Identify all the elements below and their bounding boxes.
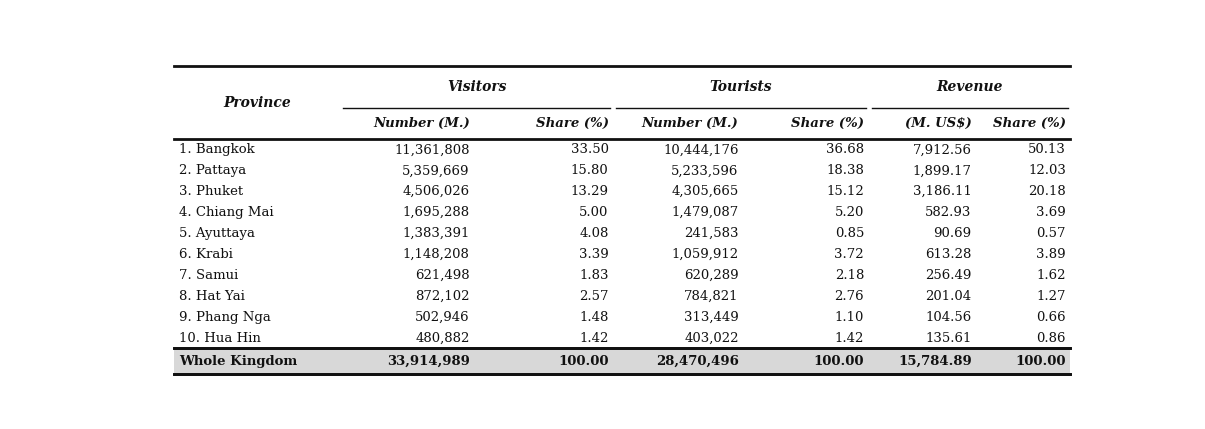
Text: Share (%): Share (%): [993, 117, 1065, 130]
Text: 5,233,596: 5,233,596: [671, 164, 739, 177]
Text: 0.85: 0.85: [835, 227, 864, 240]
Text: 1,695,288: 1,695,288: [402, 206, 470, 219]
Text: 18.38: 18.38: [827, 164, 864, 177]
Text: Number (M.): Number (M.): [642, 117, 739, 130]
Text: 33,914,989: 33,914,989: [387, 354, 470, 368]
Text: 872,102: 872,102: [416, 290, 470, 303]
Text: 621,498: 621,498: [415, 269, 470, 282]
Text: 1,479,087: 1,479,087: [671, 206, 739, 219]
Text: 4. Chiang Mai: 4. Chiang Mai: [178, 206, 274, 219]
Text: 480,882: 480,882: [416, 332, 470, 344]
Text: 6. Krabi: 6. Krabi: [178, 248, 233, 261]
Text: (M. US$): (M. US$): [905, 117, 971, 130]
Text: 0.57: 0.57: [1036, 227, 1065, 240]
Text: 256.49: 256.49: [925, 269, 971, 282]
Text: 613.28: 613.28: [925, 248, 971, 261]
Text: 4,305,665: 4,305,665: [671, 185, 739, 198]
Text: Visitors: Visitors: [447, 80, 506, 94]
Text: 4.08: 4.08: [580, 227, 609, 240]
Text: 1.48: 1.48: [580, 311, 609, 323]
Text: Revenue: Revenue: [936, 80, 1003, 94]
Text: 1,148,208: 1,148,208: [402, 248, 470, 261]
Text: 784,821: 784,821: [684, 290, 739, 303]
Text: 1.27: 1.27: [1036, 290, 1065, 303]
Text: 33.50: 33.50: [571, 143, 609, 157]
Text: 8. Hat Yai: 8. Hat Yai: [178, 290, 245, 303]
Text: 620,289: 620,289: [684, 269, 739, 282]
Text: 313,449: 313,449: [684, 311, 739, 323]
Text: 1.42: 1.42: [580, 332, 609, 344]
Text: 5.00: 5.00: [580, 206, 609, 219]
Text: 13.29: 13.29: [571, 185, 609, 198]
Text: Share (%): Share (%): [792, 117, 864, 130]
Text: 28,470,496: 28,470,496: [656, 354, 739, 368]
Text: 20.18: 20.18: [1028, 185, 1065, 198]
Text: 582.93: 582.93: [925, 206, 971, 219]
Text: 2.18: 2.18: [835, 269, 864, 282]
Text: 11,361,808: 11,361,808: [394, 143, 470, 157]
Text: 2.57: 2.57: [580, 290, 609, 303]
Text: 1.62: 1.62: [1036, 269, 1065, 282]
Text: 50.13: 50.13: [1028, 143, 1065, 157]
Text: 7,912.56: 7,912.56: [912, 143, 971, 157]
Text: 1.10: 1.10: [835, 311, 864, 323]
Text: 3,186.11: 3,186.11: [913, 185, 971, 198]
Text: 0.66: 0.66: [1036, 311, 1065, 323]
Bar: [174, 348, 1070, 374]
Text: 5,359,669: 5,359,669: [402, 164, 470, 177]
Text: Share (%): Share (%): [535, 117, 609, 130]
Text: 15,784.89: 15,784.89: [898, 354, 971, 368]
Text: 201.04: 201.04: [925, 290, 971, 303]
Text: 3.69: 3.69: [1036, 206, 1065, 219]
Text: 10,444,176: 10,444,176: [663, 143, 739, 157]
Text: 104.56: 104.56: [925, 311, 971, 323]
Text: Province: Province: [223, 96, 290, 110]
Text: 1. Bangkok: 1. Bangkok: [178, 143, 254, 157]
Text: 36.68: 36.68: [825, 143, 864, 157]
Text: 100.00: 100.00: [1016, 354, 1065, 368]
Text: 135.61: 135.61: [925, 332, 971, 344]
Text: 3.39: 3.39: [578, 248, 609, 261]
Text: Tourists: Tourists: [710, 80, 772, 94]
Text: 9. Phang Nga: 9. Phang Nga: [178, 311, 270, 323]
Text: 5. Ayuttaya: 5. Ayuttaya: [178, 227, 254, 240]
Text: 403,022: 403,022: [684, 332, 739, 344]
Text: 3.72: 3.72: [835, 248, 864, 261]
Text: 4,506,026: 4,506,026: [402, 185, 470, 198]
Text: 10. Hua Hin: 10. Hua Hin: [178, 332, 260, 344]
Text: 1.83: 1.83: [580, 269, 609, 282]
Text: Whole Kingdom: Whole Kingdom: [178, 354, 296, 368]
Text: 1,383,391: 1,383,391: [402, 227, 470, 240]
Text: 1,059,912: 1,059,912: [671, 248, 739, 261]
Text: 3.89: 3.89: [1036, 248, 1065, 261]
Text: 502,946: 502,946: [415, 311, 470, 323]
Text: 2.76: 2.76: [835, 290, 864, 303]
Text: 7. Samui: 7. Samui: [178, 269, 237, 282]
Text: 2. Pattaya: 2. Pattaya: [178, 164, 246, 177]
Text: 15.12: 15.12: [827, 185, 864, 198]
Text: 5.20: 5.20: [835, 206, 864, 219]
Text: 1,899.17: 1,899.17: [912, 164, 971, 177]
Text: 100.00: 100.00: [813, 354, 864, 368]
Text: 90.69: 90.69: [934, 227, 971, 240]
Text: 15.80: 15.80: [571, 164, 609, 177]
Text: 1.42: 1.42: [835, 332, 864, 344]
Text: 12.03: 12.03: [1028, 164, 1065, 177]
Text: Number (M.): Number (M.): [372, 117, 470, 130]
Text: 100.00: 100.00: [558, 354, 609, 368]
Text: 241,583: 241,583: [684, 227, 739, 240]
Text: 3. Phuket: 3. Phuket: [178, 185, 242, 198]
Text: 0.86: 0.86: [1036, 332, 1065, 344]
